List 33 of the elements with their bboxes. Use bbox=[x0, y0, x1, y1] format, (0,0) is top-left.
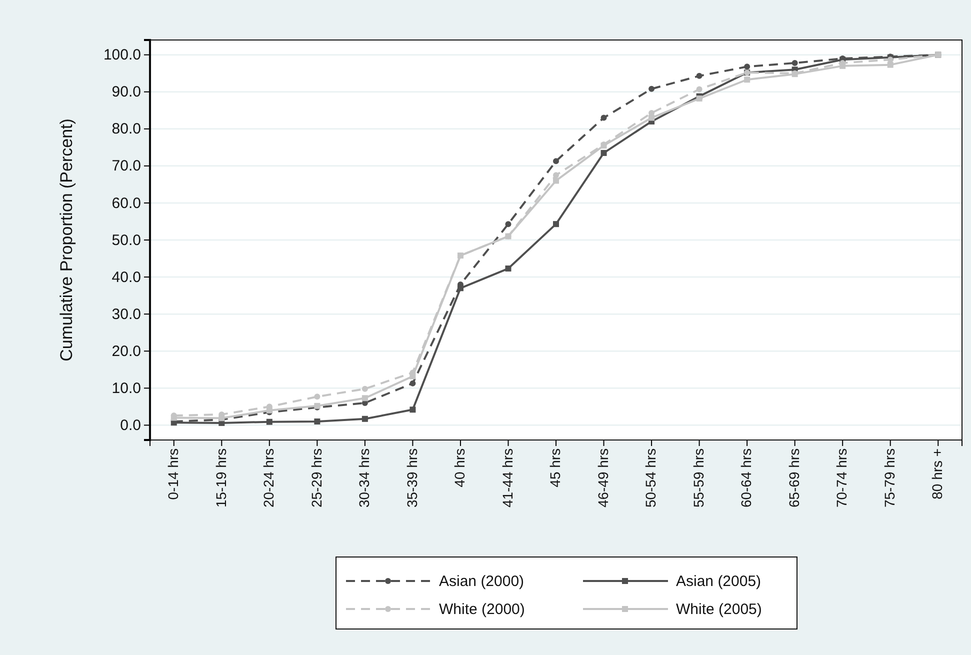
legend-label: Asian (2005) bbox=[676, 573, 762, 590]
y-tick-label: 0.0 bbox=[120, 416, 141, 434]
x-tick-label: 25-29 hrs bbox=[308, 448, 324, 508]
y-tick-label: 60.0 bbox=[112, 194, 141, 212]
legend-label: White (2000) bbox=[439, 601, 525, 618]
x-tick-label: 80 hrs + bbox=[929, 448, 946, 500]
x-tick-label: 45 hrs bbox=[547, 448, 564, 488]
x-tick-label: 41-44 hrs bbox=[499, 448, 516, 508]
x-tick-label: 20-24 hrs bbox=[260, 448, 277, 508]
x-tick-label: 50-54 hrs bbox=[642, 448, 659, 508]
y-tick-label: 10.0 bbox=[112, 380, 141, 397]
x-tick-label: 0-14 hrs bbox=[164, 448, 181, 500]
x-tick-label: 35-39 hrs bbox=[404, 448, 420, 508]
x-tick-label: 65-69 hrs bbox=[786, 448, 802, 508]
x-tick-label: 40 hrs bbox=[452, 448, 468, 488]
y-tick-label: 30.0 bbox=[112, 306, 141, 323]
y-tick-label: 20.0 bbox=[112, 342, 141, 360]
x-tick-label: 30-34 hrs bbox=[356, 448, 372, 508]
y-tick-label: 40.0 bbox=[112, 268, 141, 286]
legend-label: Asian (2000) bbox=[439, 573, 524, 590]
x-tick-label: 15-19 hrs bbox=[212, 448, 229, 508]
y-tick-label: 100.0 bbox=[103, 46, 141, 64]
x-tick-label: 70-74 hrs bbox=[834, 448, 850, 508]
legend-label: White (2005) bbox=[676, 601, 762, 618]
y-axis-title: Cumulative Proportion (Percent) bbox=[57, 118, 76, 362]
y-tick-label: 90.0 bbox=[112, 84, 141, 101]
x-tick-label: 55-59 hrs bbox=[690, 448, 706, 508]
x-tick-label: 75-79 hrs bbox=[881, 448, 898, 508]
y-tick-label: 70.0 bbox=[112, 158, 141, 175]
y-tick-label: 50.0 bbox=[112, 232, 141, 249]
y-tick-label: 80.0 bbox=[112, 120, 141, 138]
x-tick-label: 46-49 hrs bbox=[594, 448, 611, 508]
x-tick-label: 60-64 hrs bbox=[738, 448, 754, 508]
